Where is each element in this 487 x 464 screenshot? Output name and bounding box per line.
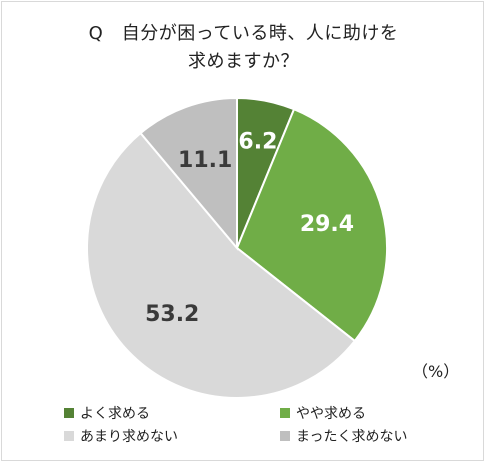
pie-value-label-amari: 53.2	[145, 302, 199, 327]
pie-value-label-yaya: 29.4	[300, 212, 354, 237]
pie-value-label-yoku: 6.2	[238, 130, 277, 155]
chart-title-line-2: 求めますか？	[188, 51, 299, 72]
pie-value-labels: 6.2 29.4 53.2 11.1	[145, 130, 354, 328]
pie-value-label-mattaku: 11.1	[178, 148, 232, 173]
pie-slice-yaya	[235, 107, 388, 343]
chart-title-line-1: Q 自分が困っている時、人に助けを	[88, 23, 399, 44]
pie-slices	[86, 96, 388, 399]
pie-slice-mattaku	[139, 96, 238, 251]
unit-label: （%）	[412, 362, 460, 381]
chart-title: Q 自分が困っている時、人に助けを 求めますか？	[0, 20, 487, 76]
pie-slice-amari	[86, 131, 357, 399]
